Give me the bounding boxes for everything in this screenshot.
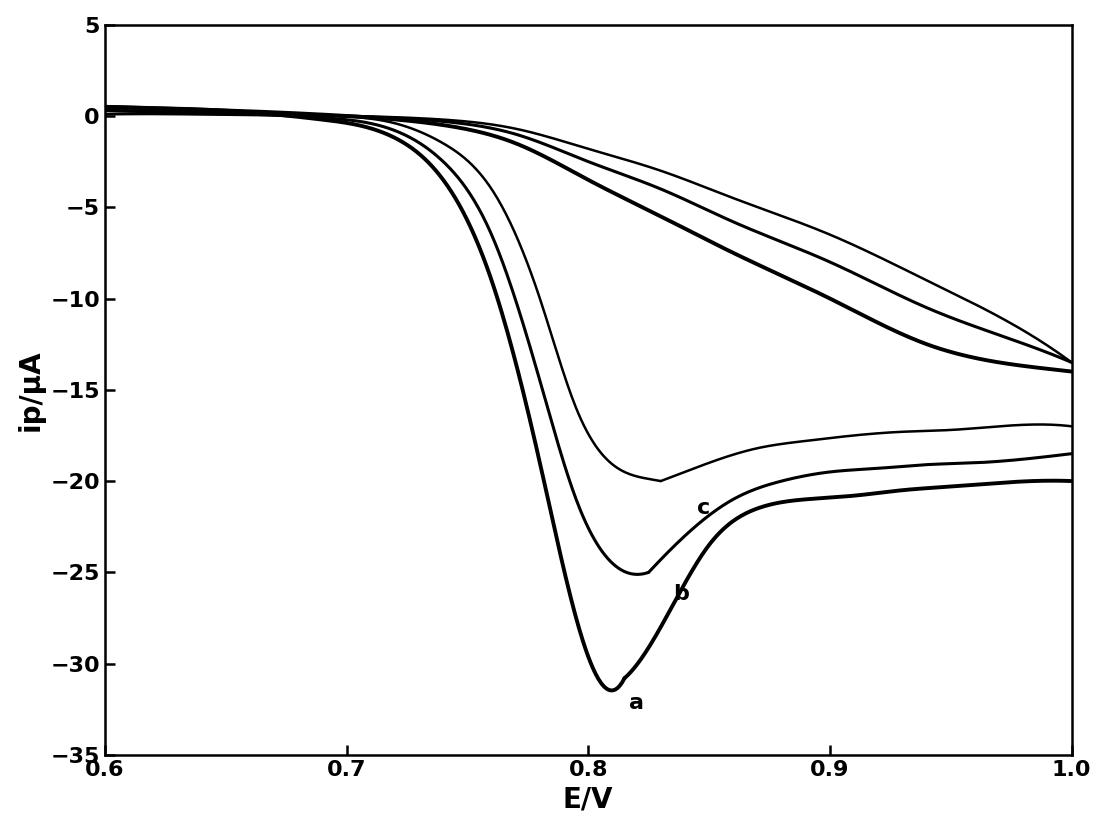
X-axis label: E/V: E/V (563, 785, 614, 813)
Text: c: c (697, 498, 710, 518)
Y-axis label: ip/μA: ip/μA (17, 349, 44, 431)
Text: b: b (673, 583, 689, 603)
Text: a: a (629, 693, 644, 713)
